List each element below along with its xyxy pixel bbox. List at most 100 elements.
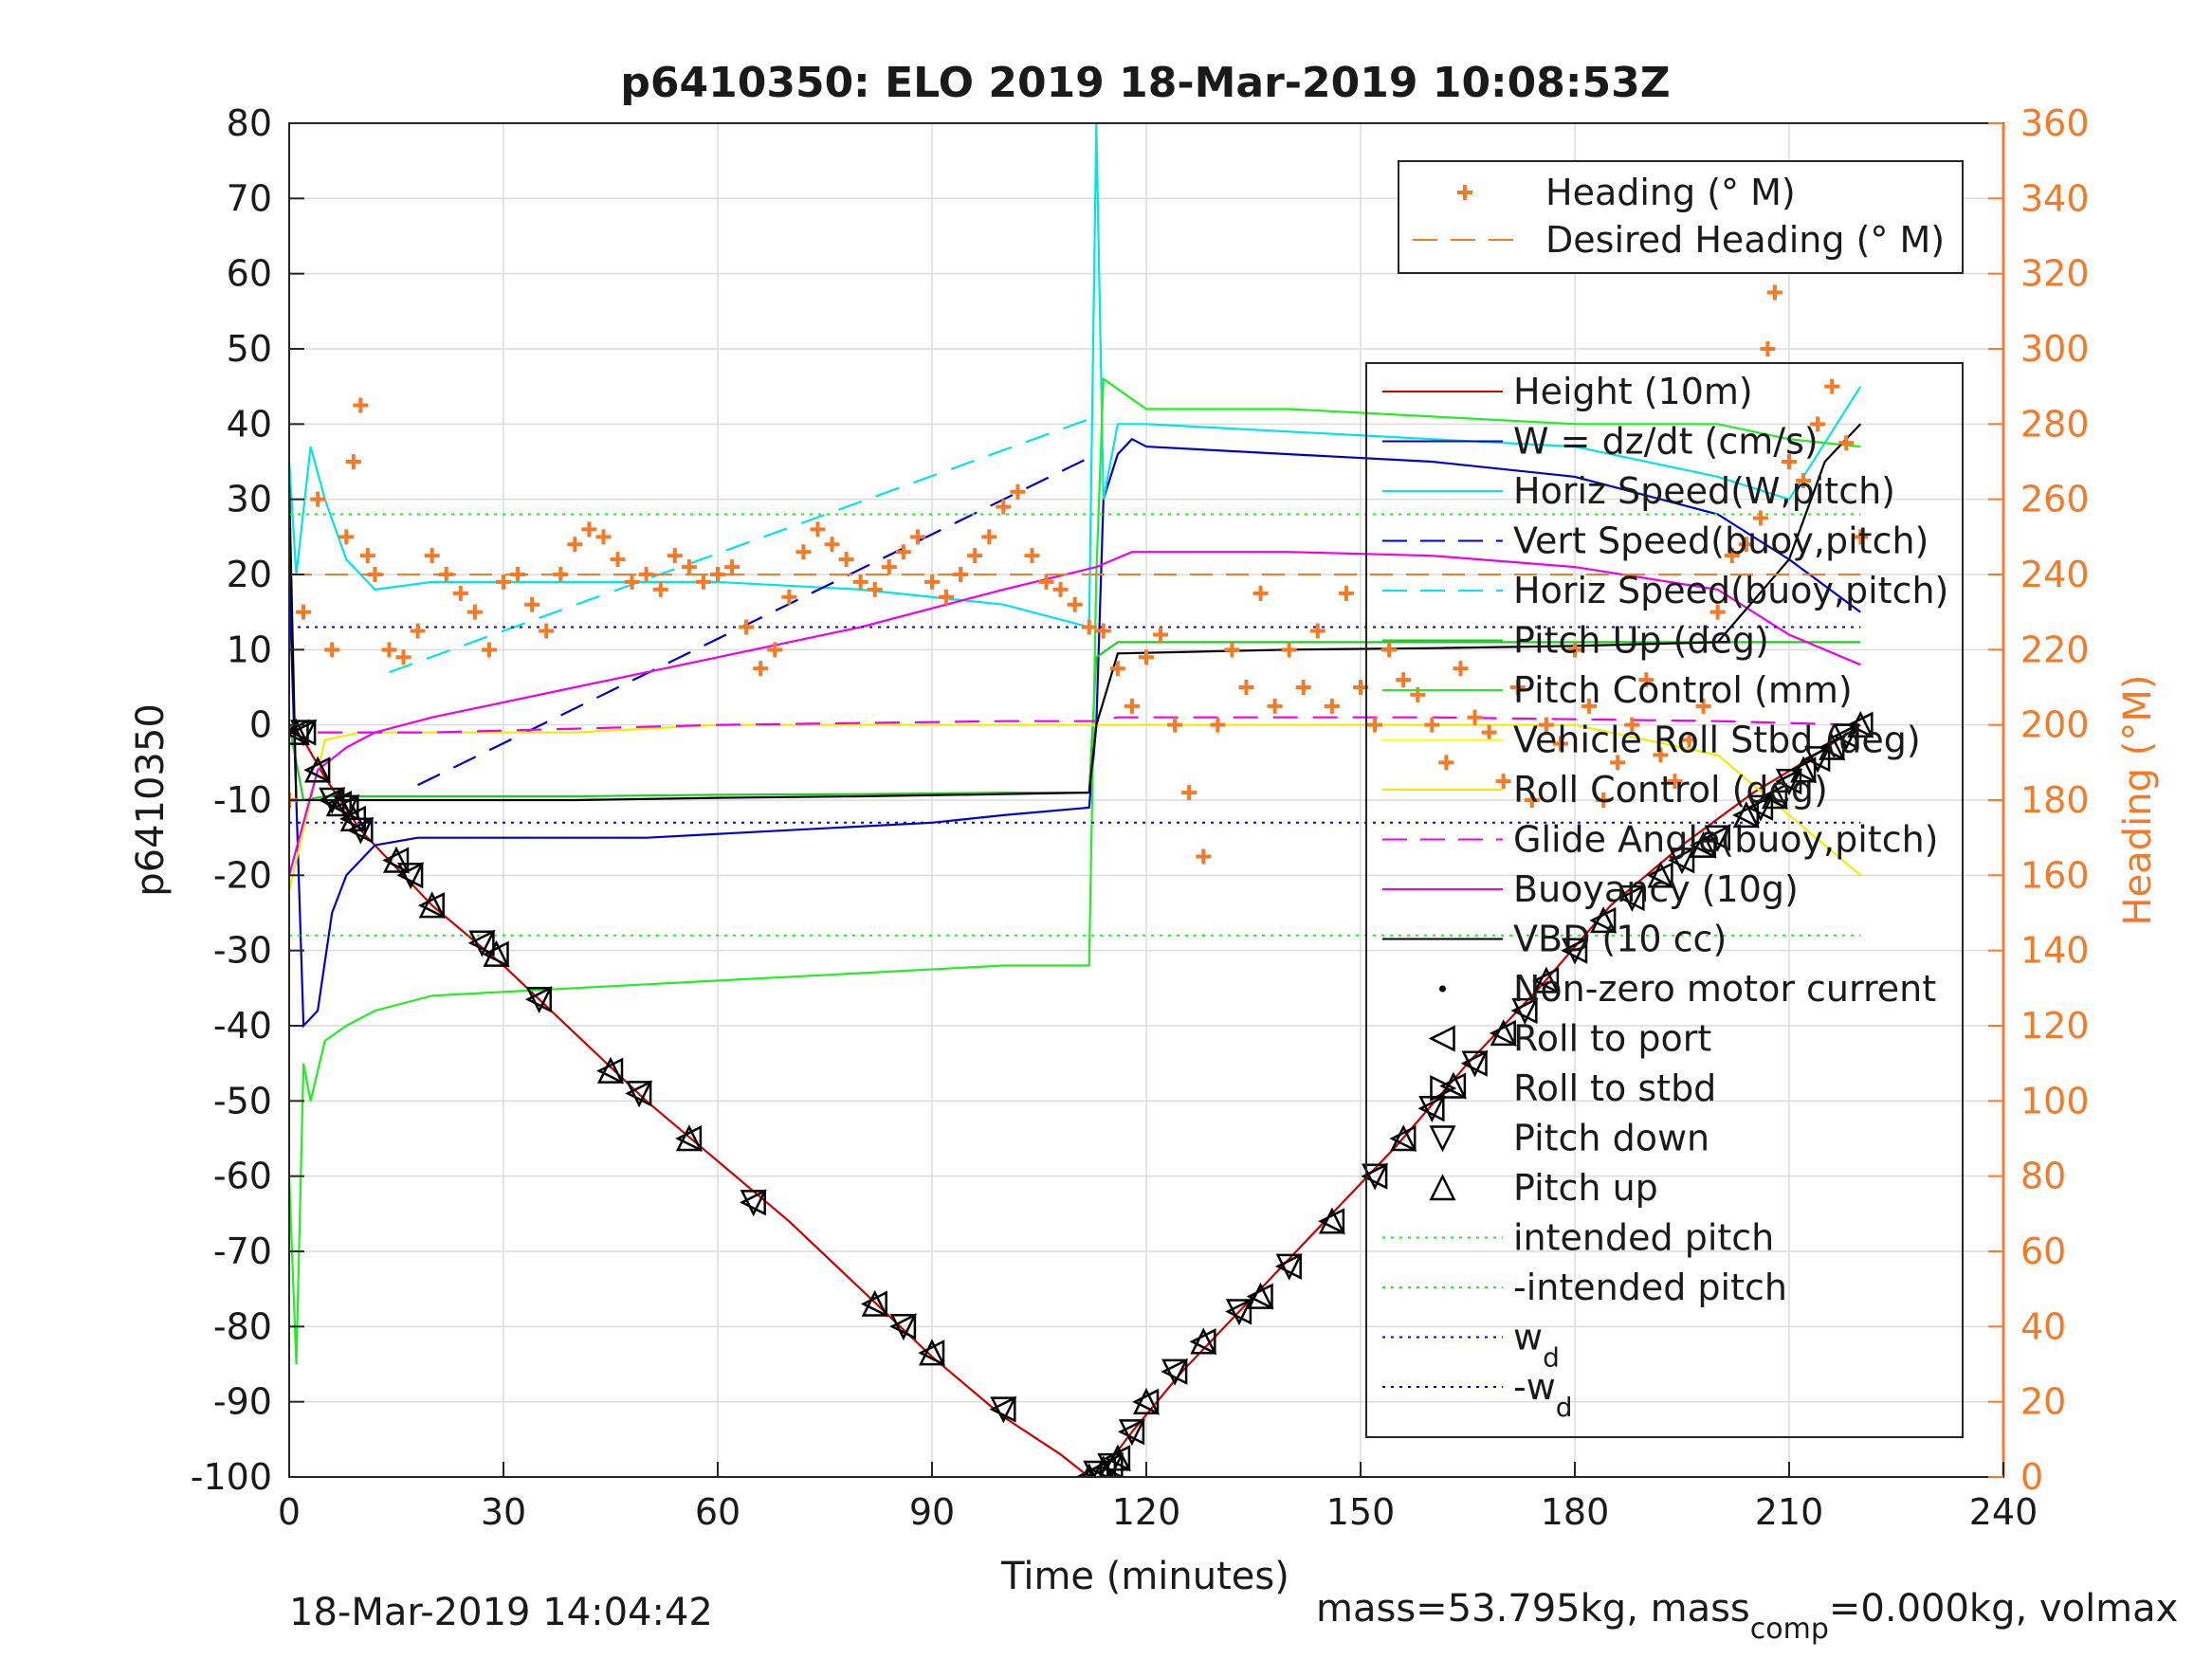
y-tick-label: 40 (227, 403, 272, 445)
heading-point (695, 574, 711, 590)
pitch-marker (1819, 733, 1846, 760)
pitch-marker (1390, 1124, 1417, 1152)
pitch-marker (1511, 997, 1539, 1025)
y-tick-label: -30 (213, 930, 272, 972)
heading-point (345, 454, 361, 469)
pitch-marker (1618, 884, 1646, 912)
heading-point (767, 642, 783, 658)
pitch-marker (675, 1124, 703, 1152)
roll-marker (1846, 711, 1874, 738)
legend-main-label: Horiz Speed(buoy,pitch) (1513, 570, 1948, 611)
y2-axis-label: Heading (°M) (2116, 675, 2160, 926)
heading-point (953, 567, 969, 582)
footer-mass-sub: comp (1750, 1613, 1829, 1646)
pitch-marker (889, 1314, 917, 1341)
legend-main-label: Vert Speed(buoy,pitch) (1513, 520, 1929, 562)
pitch-marker (1590, 906, 1618, 934)
y-tick-label: -100 (191, 1456, 272, 1498)
legend-main-label: Pitch Control (mm) (1513, 669, 1853, 711)
heading-point (739, 619, 755, 635)
pitch-marker (1561, 938, 1589, 965)
heading-point (438, 567, 454, 582)
pitch-marker (1097, 1452, 1124, 1477)
pitch-marker (626, 1081, 653, 1108)
legend-symbol-tri-right (1430, 1074, 1457, 1103)
heading-point (881, 559, 897, 575)
legend-symbol-tri-up (1429, 1174, 1456, 1201)
y-tick-label: -80 (213, 1305, 272, 1347)
heading-point (1695, 698, 1711, 714)
heading-point (852, 574, 868, 590)
heading-point (1309, 623, 1325, 639)
heading-point (395, 649, 411, 665)
heading-point (359, 548, 375, 564)
series-horiz-speed-buoy-pitch (389, 415, 1097, 674)
heading-point (1738, 537, 1754, 553)
legend-main-label: Buoyancy (10g) (1513, 868, 1799, 910)
heading-point (1824, 378, 1840, 394)
y-tick-label: 80 (227, 102, 272, 144)
y-tick-label: -60 (213, 1156, 272, 1197)
roll-marker (332, 793, 359, 821)
y2-tick-label: 220 (2020, 629, 2090, 670)
roll-marker (289, 719, 309, 746)
legend-symbol-dot (1439, 985, 1446, 993)
heading-point (1109, 661, 1125, 677)
roll-marker (1510, 997, 1538, 1025)
footer-mass: mass=53.795kg, masscomp=0.000kg, volmax (1316, 1587, 2178, 1646)
marker-layer (289, 710, 1874, 1477)
roll-marker (860, 1290, 887, 1318)
series-vbd-10-cc (289, 423, 1862, 802)
roll-marker (467, 929, 495, 957)
roll-marker (989, 1395, 1016, 1423)
heading-point (667, 548, 683, 564)
heading-point (710, 567, 725, 582)
heading-point (1295, 680, 1311, 695)
pitch-marker (1190, 1327, 1217, 1355)
legend-symbol-tri-left (1428, 1025, 1455, 1052)
roll-marker (889, 1313, 917, 1340)
pitch-marker (1647, 861, 1674, 888)
legend-main-label: Pitch Up (deg) (1513, 620, 1769, 662)
legend-main-label: VBD (10 cc) (1513, 919, 1727, 960)
pitch-marker (1790, 756, 1818, 783)
roll-marker (625, 1080, 652, 1107)
roll-marker (675, 1124, 703, 1153)
heading-point (1338, 585, 1354, 601)
heading-point (595, 529, 612, 545)
y2-tick-label: 20 (2020, 1381, 2066, 1423)
heading-layer (289, 284, 1869, 865)
x-tick-label: 210 (1755, 1491, 1824, 1533)
heading-point (1367, 717, 1383, 733)
y-tick-label: -10 (213, 779, 272, 821)
heading-point (638, 567, 654, 582)
legend-symbol-tri-down (1429, 1125, 1456, 1153)
heading-point (1081, 619, 1097, 635)
legend-heading-label: Heading (° M) (1545, 172, 1796, 213)
roll-marker (1489, 1019, 1516, 1047)
heading-point (324, 642, 340, 658)
roll-marker (396, 862, 424, 889)
series-layer (289, 123, 1862, 1477)
pitch-marker (918, 1339, 946, 1366)
roll-marker (524, 986, 552, 1013)
y2-tick-label: 360 (2020, 102, 2090, 144)
heading-point (939, 589, 955, 605)
heading-point (381, 642, 397, 658)
roll-marker (596, 1057, 624, 1085)
y2-tick-label: 320 (2020, 253, 2090, 295)
pitch-marker (1690, 830, 1717, 858)
heading-point (1552, 736, 1568, 752)
heading-point (1224, 642, 1240, 658)
roll-marker (1668, 847, 1695, 874)
pitch-marker (418, 891, 446, 919)
y2-tick-label: 200 (2020, 704, 2090, 746)
y-tick-label: -40 (213, 1005, 272, 1047)
heading-point (1596, 793, 1612, 808)
heading-point (1453, 661, 1469, 677)
heading-point (1838, 435, 1855, 451)
heading-point (310, 491, 326, 507)
heading-point (1281, 642, 1297, 658)
heading-point (724, 559, 740, 575)
heading-point (1139, 649, 1154, 665)
